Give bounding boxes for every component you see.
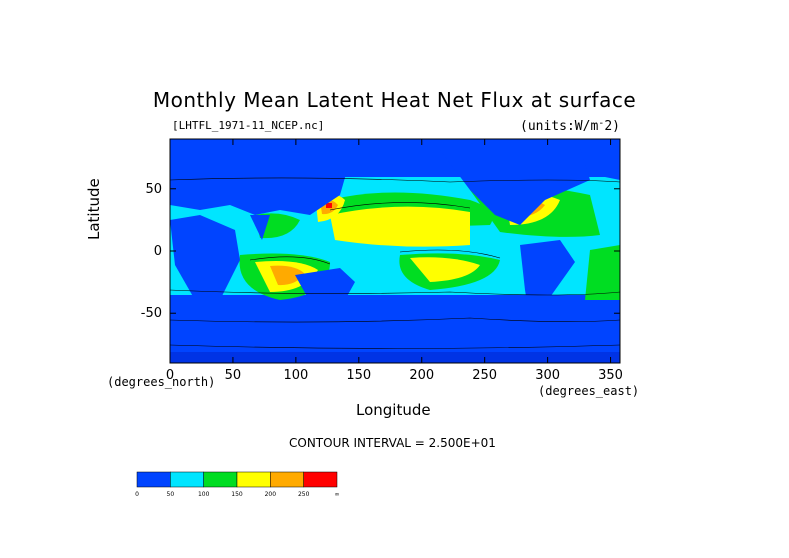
south-atlantic-band	[585, 245, 620, 300]
units-label: (units:W/m-2)	[520, 118, 620, 134]
y-tick-label: -50	[141, 306, 162, 321]
contour-line	[170, 289, 620, 296]
x-tick-label: 150	[346, 368, 371, 383]
chart-title: Monthly Mean Latent Heat Net Flux at sur…	[152, 88, 637, 112]
colorbar-swatch	[203, 471, 238, 488]
colorbar-label: 150	[231, 491, 243, 498]
contour-line	[249, 256, 331, 265]
continents	[170, 145, 620, 320]
colorbar-swatch	[303, 471, 338, 488]
colorbar-swatch	[170, 471, 204, 488]
contour-interval-label: CONTOUR INTERVAL = 2.500E+01	[289, 436, 496, 450]
y-tick-label: 50	[145, 182, 162, 197]
colorbar-swatch	[236, 471, 271, 488]
x-axis-label: Longitude	[356, 401, 431, 419]
y-tick-label: 0	[154, 244, 162, 259]
y-axis-units: (degrees_north)	[107, 375, 216, 389]
contour-line	[399, 249, 501, 259]
south-pacific-subtropic	[410, 257, 480, 282]
colorbar-label: 250	[298, 491, 310, 498]
contour-line	[170, 344, 620, 349]
x-tick-label: 50	[225, 368, 242, 383]
file-name: [LHTFL_1971-11_NCEP.nc]	[172, 119, 325, 132]
southern-ocean-band	[170, 295, 620, 363]
colorbar-swatch	[270, 471, 304, 488]
colorbar-swatch	[136, 471, 171, 488]
x-tick-label: 0	[166, 368, 174, 383]
axis-ticks: 0 50 100 150 200 250 300 350 50 0 -50	[141, 139, 623, 383]
colorbar-label: ∞	[335, 491, 340, 498]
south-america-landmass	[520, 240, 575, 320]
colorbar-label: 0	[135, 491, 139, 498]
colorbar: 0 50 100 150 200 250 ∞	[135, 471, 340, 498]
south-indian-max	[270, 265, 305, 286]
contour-lines	[170, 177, 620, 349]
colorbar-label: 100	[198, 491, 210, 498]
eurasia-landmass	[170, 145, 350, 215]
x-tick-label: 350	[598, 368, 623, 383]
x-tick-label: 100	[283, 368, 308, 383]
contour-line	[170, 317, 620, 323]
africa-landmass	[170, 215, 240, 300]
kuroshio-peak	[326, 203, 332, 208]
colorbar-label: 200	[265, 491, 277, 498]
greenland-landmass	[590, 145, 620, 180]
y-axis-label: Latitude	[85, 178, 103, 240]
contour-line	[329, 202, 471, 211]
south-polar-band	[170, 352, 620, 363]
contour-line	[170, 177, 620, 183]
north-pacific-subtropic	[330, 206, 470, 247]
x-axis-units: (degrees_east)	[538, 384, 640, 398]
x-tick-label: 250	[472, 368, 497, 383]
colorbar-label: 50	[167, 491, 175, 498]
india-landmass	[250, 215, 270, 240]
north-america-landmass	[440, 148, 590, 225]
x-tick-label: 300	[535, 368, 560, 383]
x-tick-label: 200	[409, 368, 434, 383]
